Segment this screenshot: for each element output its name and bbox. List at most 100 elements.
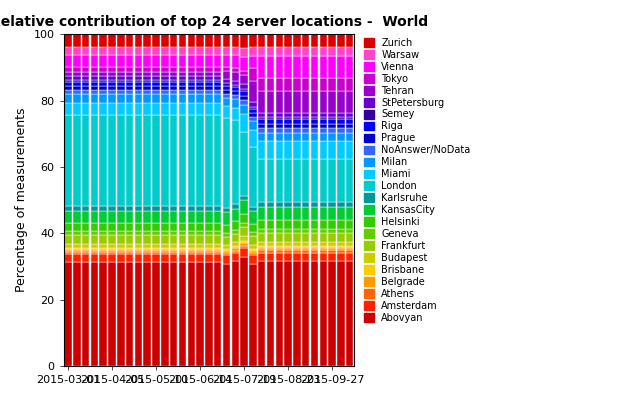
Bar	[126, 47, 133, 55]
Bar	[126, 210, 133, 223]
Bar	[311, 34, 318, 48]
Bar	[241, 57, 248, 71]
Bar	[108, 250, 116, 252]
Bar	[249, 107, 257, 109]
Bar	[232, 47, 239, 55]
Bar	[223, 71, 230, 79]
Bar	[328, 159, 336, 202]
Bar	[249, 102, 257, 107]
Bar	[319, 228, 327, 233]
Bar	[134, 55, 142, 68]
Bar	[108, 262, 116, 366]
Bar	[82, 210, 90, 223]
Bar	[82, 250, 90, 252]
Bar	[196, 262, 204, 366]
Bar	[143, 86, 151, 90]
Bar	[64, 82, 72, 86]
Bar	[258, 56, 266, 78]
Bar	[319, 261, 327, 366]
Bar	[223, 106, 230, 118]
Bar	[223, 251, 230, 253]
Bar	[328, 207, 336, 220]
Bar	[134, 250, 142, 252]
Bar	[161, 206, 168, 210]
Bar	[293, 233, 301, 242]
Bar	[319, 91, 327, 113]
Bar	[223, 84, 230, 86]
Bar	[170, 206, 177, 210]
Bar	[337, 117, 345, 120]
Title: Relative contribution of top 24 server locations -  World: Relative contribution of top 24 server l…	[0, 15, 428, 29]
Bar	[143, 244, 151, 248]
Bar	[276, 34, 283, 48]
Bar	[232, 234, 239, 242]
Bar	[328, 78, 336, 91]
Bar	[179, 80, 186, 82]
Bar	[249, 113, 257, 117]
Bar	[188, 86, 195, 90]
Bar	[205, 254, 212, 262]
Bar	[170, 90, 177, 94]
Bar	[293, 207, 301, 220]
Bar	[143, 80, 151, 82]
Bar	[214, 76, 221, 80]
Bar	[126, 235, 133, 244]
Bar	[241, 105, 248, 114]
Bar	[232, 230, 239, 234]
Bar	[214, 68, 221, 72]
Bar	[179, 82, 186, 86]
Bar	[126, 254, 133, 262]
Bar	[99, 262, 107, 366]
Bar	[346, 252, 353, 261]
Bar	[108, 76, 116, 80]
Bar	[249, 109, 257, 113]
Bar	[328, 128, 336, 132]
Bar	[143, 250, 151, 252]
Bar	[258, 78, 266, 91]
Bar	[99, 248, 107, 250]
Bar	[196, 210, 204, 223]
Bar	[319, 141, 327, 159]
Bar	[126, 103, 133, 115]
Bar	[91, 34, 98, 47]
Bar	[99, 231, 107, 235]
Bar	[311, 141, 318, 159]
Bar	[170, 80, 177, 82]
Bar	[241, 75, 248, 84]
Bar	[241, 196, 248, 200]
Bar	[302, 124, 310, 128]
Bar	[284, 252, 292, 261]
Bar	[205, 250, 212, 252]
Bar	[346, 261, 353, 366]
Bar	[152, 252, 160, 254]
Bar	[223, 90, 230, 94]
Bar	[161, 90, 168, 94]
Bar	[302, 228, 310, 233]
Bar	[73, 72, 81, 76]
Bar	[179, 72, 186, 76]
Bar	[82, 103, 90, 115]
Bar	[267, 207, 274, 220]
Bar	[249, 81, 257, 102]
Bar	[82, 55, 90, 68]
Bar	[205, 80, 212, 82]
Bar	[117, 86, 125, 90]
Bar	[337, 233, 345, 242]
Bar	[188, 72, 195, 76]
Bar	[152, 262, 160, 366]
Bar	[196, 80, 204, 82]
Bar	[161, 68, 168, 72]
Bar	[346, 113, 353, 117]
Bar	[223, 264, 230, 366]
Bar	[91, 72, 98, 76]
Bar	[143, 90, 151, 94]
Bar	[91, 90, 98, 94]
Bar	[82, 231, 90, 235]
Bar	[249, 122, 257, 130]
Bar	[143, 210, 151, 223]
Bar	[249, 211, 257, 224]
Bar	[161, 80, 168, 82]
Bar	[241, 200, 248, 214]
Bar	[99, 68, 107, 72]
Bar	[82, 254, 90, 262]
